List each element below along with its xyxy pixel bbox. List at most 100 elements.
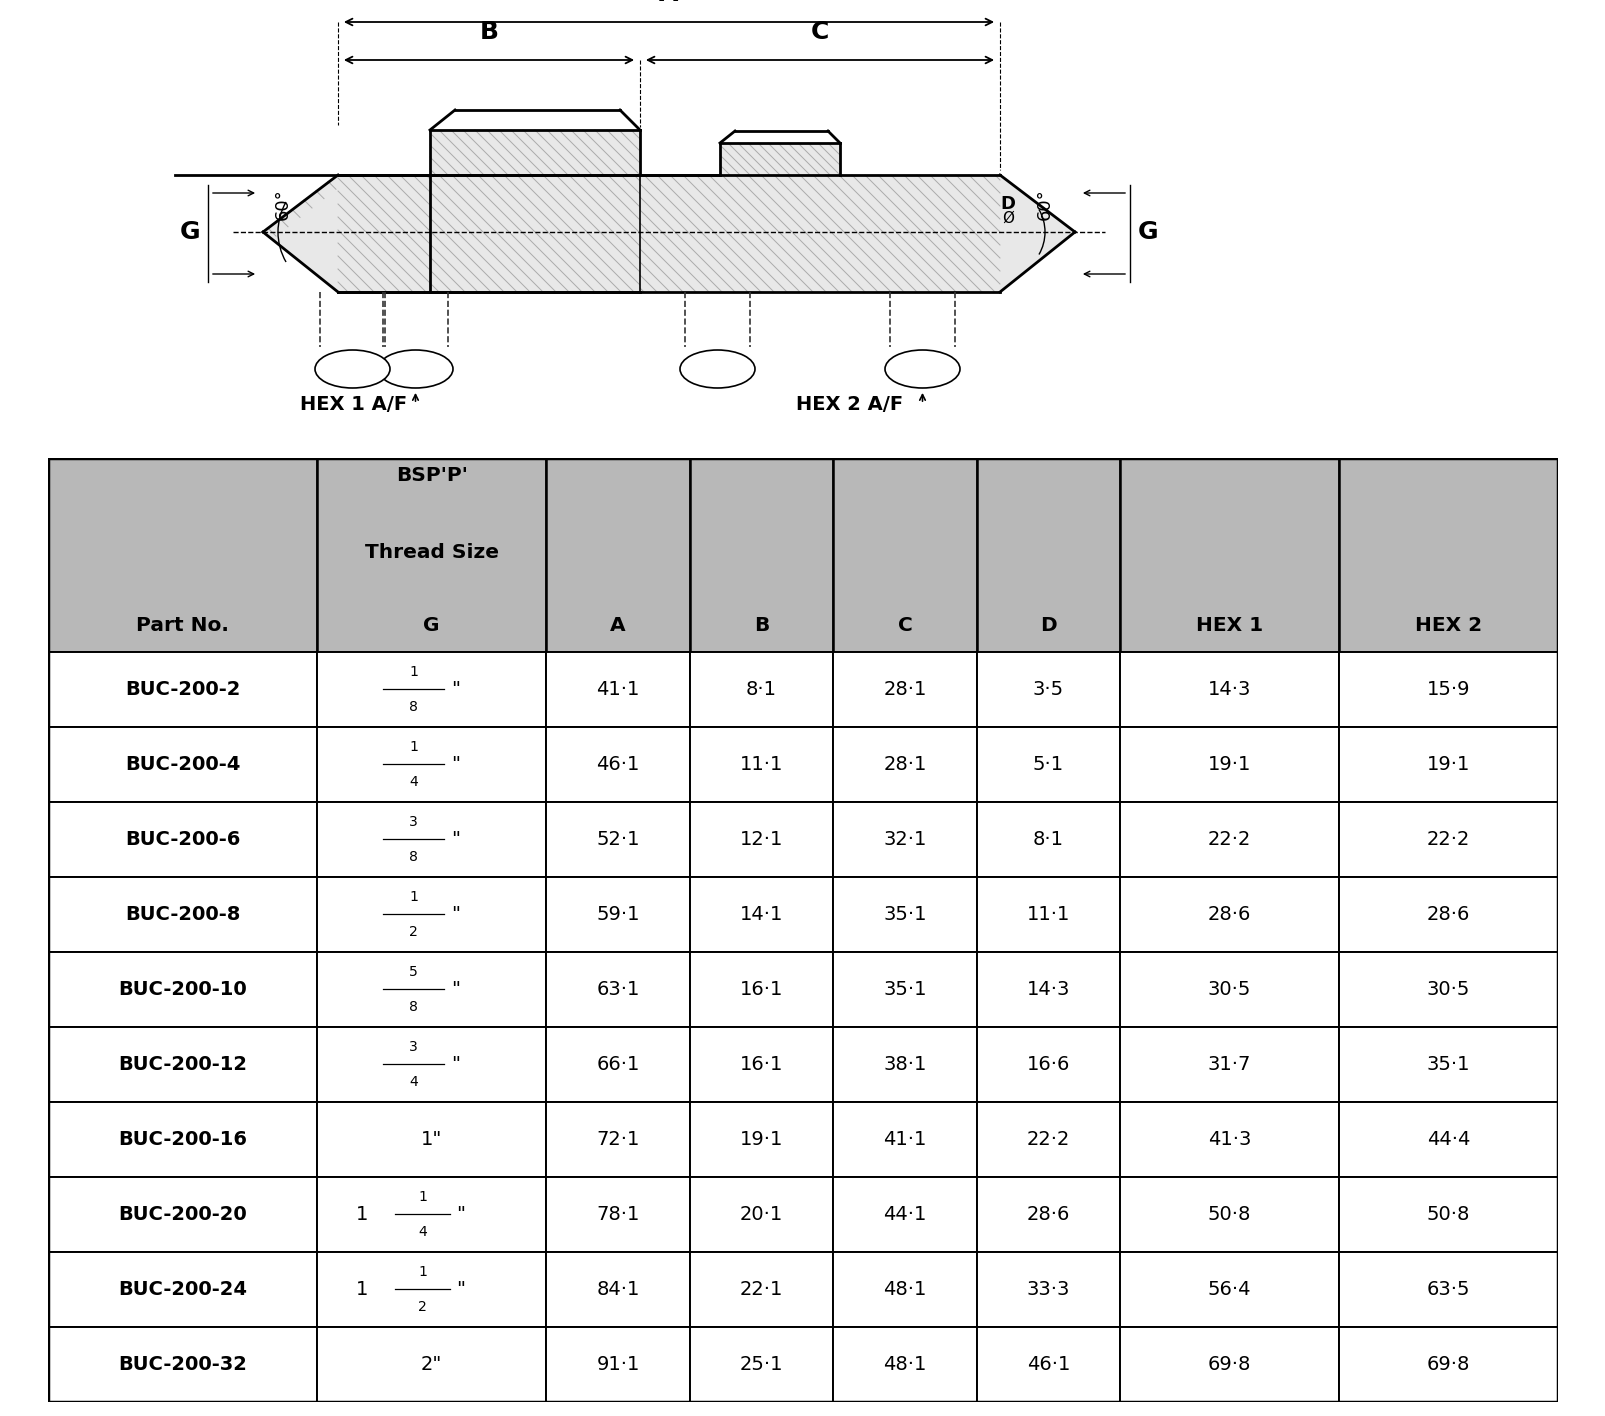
Bar: [689, 1252, 833, 1327]
Text: 69·8: 69·8: [1425, 1355, 1469, 1374]
Text: A: A: [660, 0, 679, 6]
Text: 2: 2: [417, 1300, 427, 1314]
Text: ": ": [451, 905, 461, 923]
Text: 14·3: 14·3: [1207, 680, 1250, 698]
Text: BUC-200-32: BUC-200-32: [119, 1355, 247, 1374]
Bar: [1339, 1252, 1557, 1327]
Text: ": ": [451, 755, 461, 773]
Text: 35·1: 35·1: [883, 905, 926, 923]
Bar: [1339, 1027, 1557, 1102]
Text: 3·5: 3·5: [1032, 680, 1063, 698]
Text: 72·1: 72·1: [595, 1130, 639, 1148]
Bar: [689, 459, 833, 651]
Bar: [976, 1327, 1119, 1402]
Text: 46·1: 46·1: [595, 755, 639, 773]
Bar: [1339, 1102, 1557, 1177]
Bar: [1119, 877, 1339, 952]
Bar: [1119, 1027, 1339, 1102]
Text: 50·8: 50·8: [1425, 1205, 1469, 1223]
Text: 11·1: 11·1: [740, 755, 783, 773]
Bar: [48, 459, 316, 651]
Bar: [1339, 726, 1557, 801]
Bar: [316, 1177, 546, 1252]
Bar: [48, 726, 316, 801]
Text: 56·4: 56·4: [1207, 1280, 1250, 1298]
Ellipse shape: [377, 350, 453, 388]
Bar: [1339, 459, 1557, 651]
Bar: [546, 459, 689, 651]
Bar: [1339, 877, 1557, 952]
Text: 5·1: 5·1: [1032, 755, 1063, 773]
Text: 16·6: 16·6: [1026, 1055, 1069, 1073]
Text: B: B: [480, 20, 498, 44]
Bar: [316, 952, 546, 1027]
Text: BUC-200-16: BUC-200-16: [117, 1130, 247, 1148]
Text: 41·1: 41·1: [595, 680, 639, 698]
Bar: [48, 801, 316, 877]
Ellipse shape: [315, 350, 390, 388]
Text: 16·1: 16·1: [740, 1055, 783, 1073]
Text: HEX 1: HEX 1: [1196, 616, 1262, 634]
Text: D: D: [1000, 195, 1014, 212]
Bar: [976, 952, 1119, 1027]
Text: BUC-200-8: BUC-200-8: [125, 905, 241, 923]
Text: BUC-200-24: BUC-200-24: [117, 1280, 247, 1298]
Bar: [48, 1027, 316, 1102]
Text: 1: 1: [356, 1205, 368, 1223]
Bar: [1339, 801, 1557, 877]
Text: 30·5: 30·5: [1207, 980, 1250, 998]
Text: 19·1: 19·1: [1425, 755, 1469, 773]
Text: 8·1: 8·1: [1032, 830, 1063, 848]
Ellipse shape: [679, 350, 754, 388]
Text: C: C: [897, 616, 912, 634]
Text: 8·1: 8·1: [745, 680, 777, 698]
Polygon shape: [263, 176, 337, 292]
Text: A: A: [610, 616, 626, 634]
Bar: [546, 1102, 689, 1177]
Text: 19·1: 19·1: [1207, 755, 1250, 773]
Bar: [1119, 952, 1339, 1027]
Bar: [976, 877, 1119, 952]
Text: 28·6: 28·6: [1207, 905, 1250, 923]
Text: 41·3: 41·3: [1207, 1130, 1250, 1148]
Text: HEX 2: HEX 2: [1414, 616, 1481, 634]
Text: 33·3: 33·3: [1026, 1280, 1069, 1298]
Text: 22·2: 22·2: [1207, 830, 1250, 848]
Text: 60°: 60°: [1035, 188, 1053, 219]
Bar: [1119, 726, 1339, 801]
Bar: [1119, 1102, 1339, 1177]
Text: C: C: [811, 20, 828, 44]
Bar: [430, 130, 640, 176]
Text: HEX 2 A/F: HEX 2 A/F: [796, 395, 904, 413]
Text: 1: 1: [417, 1189, 427, 1204]
Text: 46·1: 46·1: [1026, 1355, 1069, 1374]
Bar: [546, 801, 689, 877]
Text: 1: 1: [409, 889, 417, 903]
Bar: [976, 726, 1119, 801]
Text: D: D: [1040, 616, 1056, 634]
Bar: [48, 651, 316, 726]
Text: 8: 8: [409, 1000, 417, 1014]
Text: 14·1: 14·1: [740, 905, 783, 923]
Text: 50·8: 50·8: [1207, 1205, 1250, 1223]
Text: 28·6: 28·6: [1425, 905, 1469, 923]
Text: ": ": [451, 680, 461, 698]
Ellipse shape: [884, 350, 960, 388]
Text: 41·1: 41·1: [883, 1130, 926, 1148]
Bar: [316, 1252, 546, 1327]
Text: 52·1: 52·1: [595, 830, 639, 848]
Bar: [689, 952, 833, 1027]
Text: 48·1: 48·1: [883, 1280, 926, 1298]
Bar: [1119, 1252, 1339, 1327]
Bar: [833, 1177, 976, 1252]
Text: 1": 1": [421, 1130, 441, 1148]
Bar: [316, 1027, 546, 1102]
Text: 78·1: 78·1: [595, 1205, 639, 1223]
Bar: [833, 1327, 976, 1402]
Bar: [833, 1102, 976, 1177]
Bar: [48, 1327, 316, 1402]
Bar: [1339, 1177, 1557, 1252]
Text: 14·3: 14·3: [1026, 980, 1069, 998]
Text: Ø: Ø: [1002, 211, 1013, 225]
Text: 63·5: 63·5: [1425, 1280, 1469, 1298]
